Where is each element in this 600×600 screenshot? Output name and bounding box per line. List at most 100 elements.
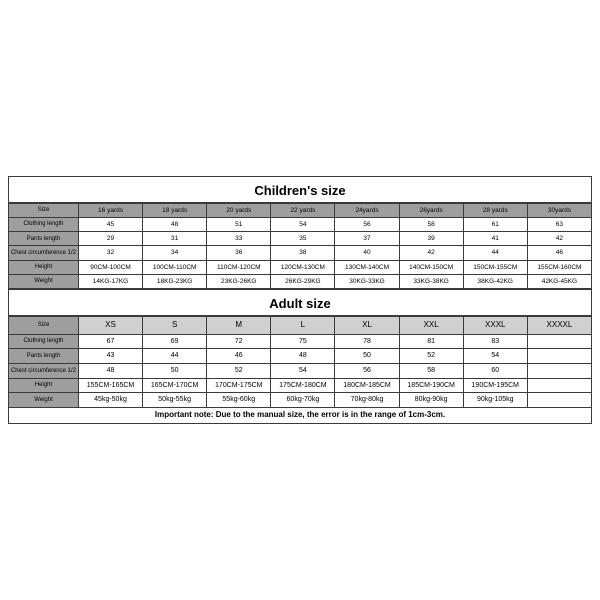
cell: 36 [207, 246, 271, 260]
cell: 80kg-90kg [399, 393, 463, 408]
cell: 38KG-42KG [463, 274, 527, 288]
table-row: Chest circumference 1/2 32 34 36 38 40 4… [9, 246, 592, 260]
children-size-col: 16 yards [78, 204, 142, 218]
cell: 120CM-130CM [271, 260, 335, 274]
cell: 18KG-23KG [143, 274, 207, 288]
children-title: Children's size [8, 176, 592, 203]
cell: 51 [207, 218, 271, 232]
row-label: Weight [9, 393, 79, 408]
cell: 42 [527, 232, 591, 246]
children-table: Size 16 yards 18 yards 20 yards 22 yards… [8, 203, 592, 289]
children-size-col: 30yards [527, 204, 591, 218]
cell [527, 349, 591, 364]
cell: 52 [207, 364, 271, 379]
cell: 48 [143, 218, 207, 232]
cell: 155CM-160CM [527, 260, 591, 274]
cell: 63 [527, 218, 591, 232]
cell: 43 [78, 349, 142, 364]
adult-header-row: Size XS S M L XL XXL XXXL XXXXL [9, 316, 592, 334]
cell [527, 364, 591, 379]
cell: 60kg-70kg [271, 393, 335, 408]
cell: 42 [399, 246, 463, 260]
cell: 70kg-80kg [335, 393, 399, 408]
row-label: Pants length [9, 232, 79, 246]
children-size-col: 20 yards [207, 204, 271, 218]
cell: 55kg-60kg [207, 393, 271, 408]
cell: 14KG-17KG [78, 274, 142, 288]
cell: 100CM-110CM [143, 260, 207, 274]
cell: 32 [78, 246, 142, 260]
children-size-chart: Children's size Size 16 yards 18 yards 2… [8, 176, 592, 289]
children-size-col: 28 yards [463, 204, 527, 218]
cell: 185CM-190CM [399, 378, 463, 393]
children-header-label: Size [9, 204, 79, 218]
adult-size-col: XXL [399, 316, 463, 334]
cell: 75 [271, 334, 335, 349]
children-size-col: 18 yards [143, 204, 207, 218]
table-row: Pants length 43 44 46 48 50 52 54 [9, 349, 592, 364]
row-label: Height [9, 378, 79, 393]
adult-size-col: S [143, 316, 207, 334]
cell: 45kg-50kg [78, 393, 142, 408]
cell: 34 [143, 246, 207, 260]
cell: 130CM-140CM [335, 260, 399, 274]
cell: 50 [143, 364, 207, 379]
children-size-col: 26yards [399, 204, 463, 218]
cell: 72 [207, 334, 271, 349]
note-text: Important note: Due to the manual size, … [9, 408, 592, 424]
row-label: Chest circumference 1/2 [9, 246, 79, 260]
table-row: Height 90CM-100CM 100CM-110CM 110CM-120C… [9, 260, 592, 274]
adult-title: Adult size [8, 289, 592, 316]
cell: 54 [463, 349, 527, 364]
cell: 46 [207, 349, 271, 364]
cell: 48 [271, 349, 335, 364]
adult-size-col: XS [78, 316, 142, 334]
table-row: Chest circumference 1/2 48 50 52 54 56 5… [9, 364, 592, 379]
cell: 38 [271, 246, 335, 260]
cell: 50kg-55kg [143, 393, 207, 408]
cell: 90kg-105kg [463, 393, 527, 408]
cell: 45 [78, 218, 142, 232]
cell: 46 [527, 246, 591, 260]
adult-size-col: XL [335, 316, 399, 334]
adult-size-col: XXXL [463, 316, 527, 334]
row-label: Weight [9, 274, 79, 288]
cell: 26KG-29KG [271, 274, 335, 288]
table-row: Weight 45kg-50kg 50kg-55kg 55kg-60kg 60k… [9, 393, 592, 408]
cell: 180CM-185CM [335, 378, 399, 393]
cell: 165CM-170CM [143, 378, 207, 393]
children-size-col: 24yards [335, 204, 399, 218]
cell [527, 393, 591, 408]
cell: 37 [335, 232, 399, 246]
cell: 175CM-180CM [271, 378, 335, 393]
row-label: Chest circumference 1/2 [9, 364, 79, 379]
table-row: Weight 14KG-17KG 18KG-23KG 23KG-26KG 26K… [9, 274, 592, 288]
cell: 30KG-33KG [335, 274, 399, 288]
cell: 39 [399, 232, 463, 246]
cell: 69 [143, 334, 207, 349]
cell [527, 378, 591, 393]
cell: 40 [335, 246, 399, 260]
cell: 58 [399, 364, 463, 379]
cell: 110CM-120CM [207, 260, 271, 274]
cell: 190CM-195CM [463, 378, 527, 393]
adult-table: Size XS S M L XL XXL XXXL XXXXL Clothing… [8, 316, 592, 424]
cell: 56 [335, 218, 399, 232]
cell: 54 [271, 364, 335, 379]
adult-header-label: Size [9, 316, 79, 334]
table-row: Pants length 29 31 33 35 37 39 41 42 [9, 232, 592, 246]
cell: 60 [463, 364, 527, 379]
cell: 150CM-155CM [463, 260, 527, 274]
cell: 44 [463, 246, 527, 260]
cell: 33KG-38KG [399, 274, 463, 288]
cell: 155CM-165CM [78, 378, 142, 393]
table-row: Height 155CM-165CM 165CM-170CM 170CM-175… [9, 378, 592, 393]
cell: 52 [399, 349, 463, 364]
adult-size-col: XXXXL [527, 316, 591, 334]
table-row: Clothing length 45 48 51 54 56 58 61 63 [9, 218, 592, 232]
cell: 31 [143, 232, 207, 246]
note-row: Important note: Due to the manual size, … [9, 408, 592, 424]
cell: 140CM-150CM [399, 260, 463, 274]
cell: 90CM-100CM [78, 260, 142, 274]
cell: 83 [463, 334, 527, 349]
